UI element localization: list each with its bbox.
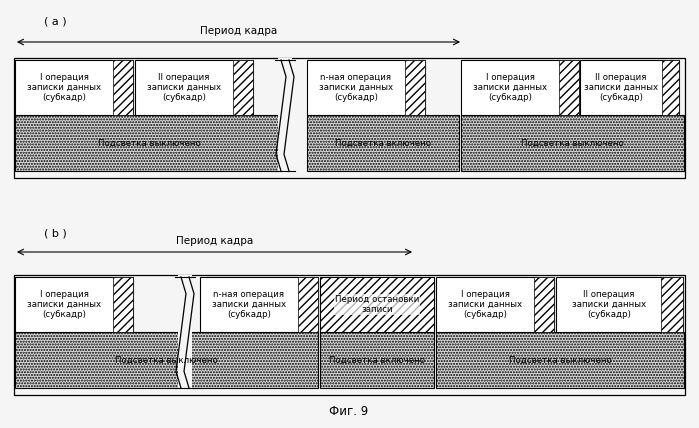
Text: Период остановки
записи: Период остановки записи (335, 295, 419, 314)
Bar (278, 58, 292, 173)
Text: Подсветка включено: Подсветка включено (329, 356, 425, 365)
Bar (662, 60, 679, 115)
Bar (14, 58, 685, 178)
Text: II операция
записки данных
(субкадр): II операция записки данных (субкадр) (147, 73, 221, 102)
Bar (580, 60, 679, 115)
Bar (320, 332, 434, 388)
Bar (178, 275, 192, 390)
Text: ( b ): ( b ) (43, 228, 66, 238)
Text: Период кадра: Период кадра (200, 26, 277, 36)
Bar (15, 277, 133, 332)
Bar (556, 277, 683, 332)
Text: II операция
записки данных
(субкадр): II операция записки данных (субкадр) (584, 73, 658, 102)
Bar (113, 60, 133, 115)
Bar (307, 60, 425, 115)
Text: n-ная операция
записки данных
(субкадр): n-ная операция записки данных (субкадр) (319, 73, 393, 102)
Text: n-ная операция
записки данных
(субкадр): n-ная операция записки данных (субкадр) (212, 290, 286, 319)
Bar (15, 60, 133, 115)
Bar (14, 275, 685, 395)
Bar (178, 331, 192, 389)
Bar (233, 60, 253, 115)
Bar (661, 277, 683, 332)
Bar (534, 277, 554, 332)
Text: Подсветка включено: Подсветка включено (335, 139, 431, 148)
Text: Подсветка выключено: Подсветка выключено (115, 356, 218, 365)
Bar (320, 277, 434, 332)
Text: I операция
записки данных
(субкадр): I операция записки данных (субкадр) (448, 290, 522, 319)
Bar (200, 277, 318, 332)
Text: Период кадра: Период кадра (176, 236, 253, 246)
Bar (436, 277, 554, 332)
Text: Фиг. 9: Фиг. 9 (329, 405, 368, 418)
Text: Подсветка выключено: Подсветка выключено (521, 139, 624, 148)
Bar (15, 332, 318, 388)
Bar (135, 60, 253, 115)
Bar (15, 115, 283, 171)
Text: I операция
записки данных
(субкадр): I операция записки данных (субкадр) (27, 73, 101, 102)
Bar (405, 60, 425, 115)
Text: I операция
записки данных
(субкадр): I операция записки данных (субкадр) (27, 290, 101, 319)
Text: Подсветка выключено: Подсветка выключено (509, 356, 612, 365)
Text: Подсветка выключено: Подсветка выключено (98, 139, 201, 148)
Bar (298, 277, 318, 332)
Bar (113, 277, 133, 332)
Text: I операция
записки данных
(субкадр): I операция записки данных (субкадр) (473, 73, 547, 102)
Bar (436, 332, 684, 388)
Bar (559, 60, 579, 115)
Bar (461, 60, 579, 115)
Text: ( a ): ( a ) (43, 16, 66, 26)
Text: II операция
записки данных
(субкадр): II операция записки данных (субкадр) (572, 290, 646, 319)
Bar (307, 115, 459, 171)
Bar (461, 115, 684, 171)
